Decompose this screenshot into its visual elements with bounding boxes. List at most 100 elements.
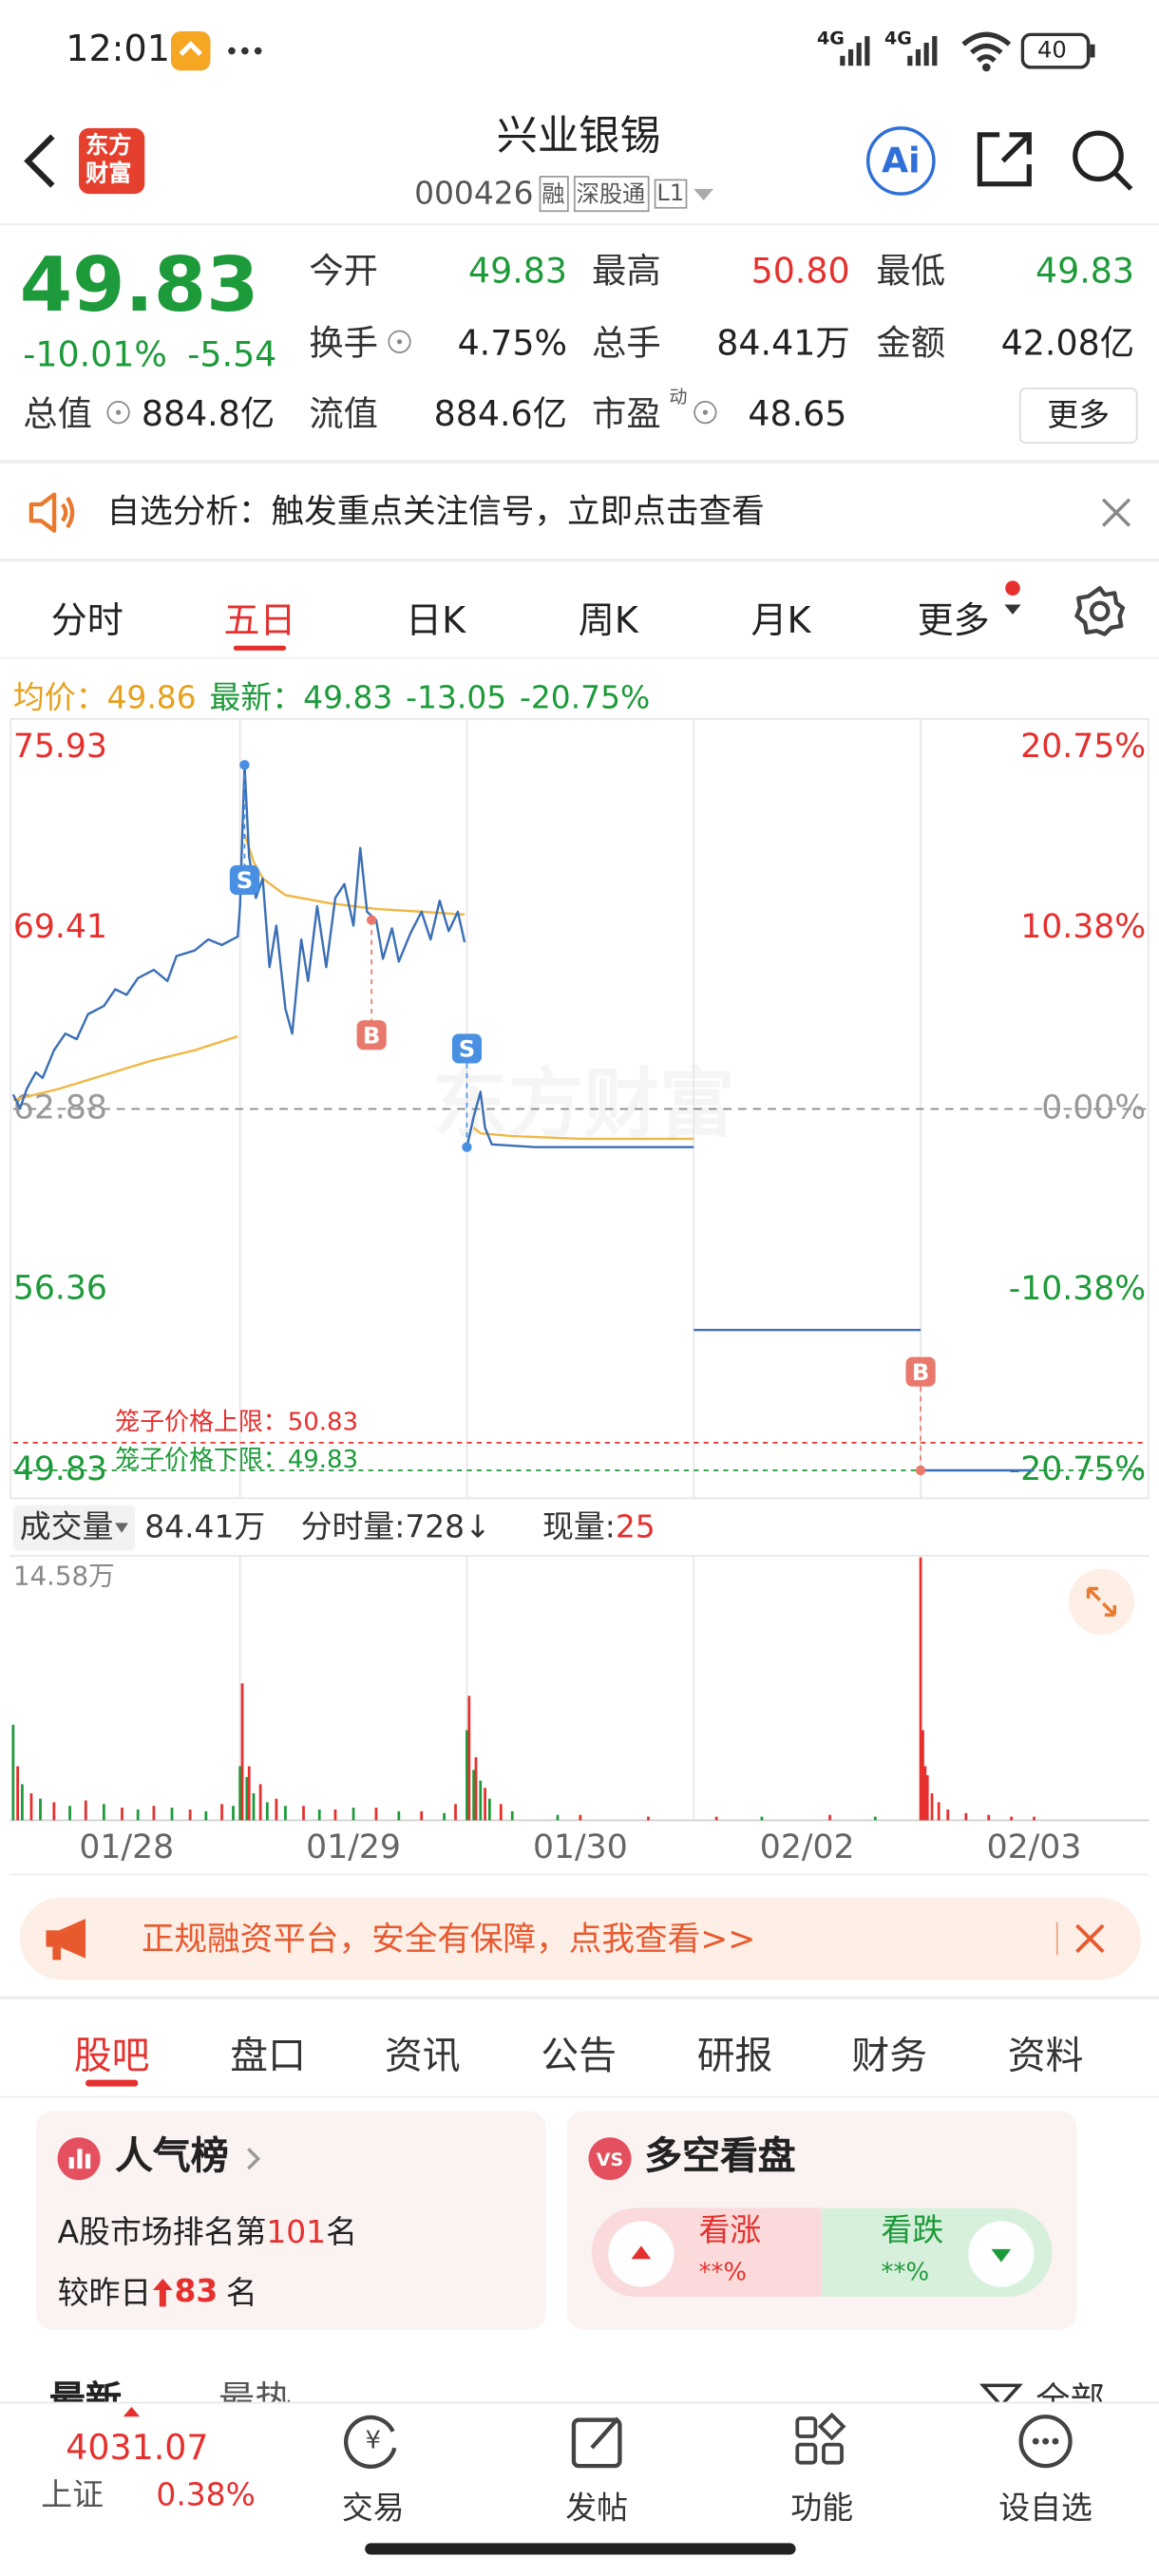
promo-banner[interactable] [19, 1897, 1141, 1980]
volume-bar [352, 1808, 355, 1821]
section-tab[interactable]: 研报 [696, 2035, 773, 2078]
marker-badge [356, 1020, 387, 1051]
section-tab[interactable]: 财务 [851, 2035, 928, 2078]
index-change[interactable]: 0.38% [156, 2477, 256, 2514]
nav-icon: ¥ [344, 2415, 397, 2469]
section-tab[interactable]: 盘口 [230, 2035, 306, 2078]
volume-header-item: 成交量 [20, 1507, 114, 1544]
volume-bar [52, 1802, 56, 1821]
more-button[interactable]: 更多 [1018, 388, 1138, 444]
period-tab[interactable]: 周K [578, 601, 638, 643]
network: 4G [884, 28, 912, 49]
info-icon[interactable] [693, 399, 719, 426]
volume-bar [474, 1756, 478, 1821]
volume-bar [930, 1792, 934, 1821]
close-button[interactable] [1053, 1919, 1118, 1959]
volume-bar [922, 1730, 924, 1821]
marker-label: B [912, 1359, 929, 1386]
volume-bar [987, 1814, 991, 1821]
card-icon: VS [588, 2137, 632, 2181]
volume-header-item: 84.41万 [144, 1507, 265, 1544]
price: 49.83 [19, 239, 259, 329]
y2-tick-label: 0.00% [1041, 1089, 1146, 1127]
settings-button[interactable] [1072, 583, 1128, 639]
volume-bar [579, 1814, 582, 1821]
alert-text[interactable]: 自选分析：触发重点关注信号，立即点击查看 [106, 491, 765, 531]
period-tab[interactable]: 日K [406, 601, 466, 643]
back-button[interactable] [20, 131, 63, 190]
volume-bar [714, 1816, 718, 1821]
nav-item[interactable]: 发帖 [565, 2491, 629, 2528]
expand-button[interactable] [1068, 1568, 1135, 1635]
volume-bar [647, 1816, 650, 1821]
svg-text:¥: ¥ [366, 2427, 382, 2455]
section-tab[interactable]: 公告 [541, 2035, 617, 2078]
period-tab-active[interactable]: 五日 [223, 601, 296, 643]
y-tick-label: 62.88 [13, 1089, 107, 1127]
svg-text:VS: VS [597, 2150, 623, 2170]
field-value: 84.41万 [716, 323, 850, 364]
bear-icon [968, 2221, 1035, 2287]
card-title: 人气榜 [115, 2135, 229, 2179]
summary-item: 49.83 [303, 680, 393, 717]
tab-underline [233, 645, 287, 651]
popularity-card[interactable] [36, 2111, 546, 2330]
volume-bar [466, 1730, 468, 1821]
battery-level: 40 [1036, 37, 1067, 65]
volume-selector[interactable] [12, 1505, 135, 1551]
x-tick-label: 01/30 [533, 1828, 628, 1866]
section-tab-active[interactable]: 股吧 [73, 2035, 150, 2078]
period-tab[interactable]: 月K [750, 601, 811, 643]
volume-bar [923, 1766, 927, 1821]
volume-bar [828, 1814, 831, 1821]
close-button[interactable] [1100, 496, 1133, 529]
megaphone-icon [46, 1919, 86, 1960]
ai-button[interactable]: Ai [865, 126, 936, 196]
volume-bar [760, 1816, 764, 1821]
volume-bar [397, 1810, 401, 1821]
nav-item[interactable]: 设自选 [998, 2491, 1092, 2528]
field-label: 最低 [876, 251, 946, 292]
signal-icons [840, 36, 938, 66]
bull-pct: **% [698, 2257, 748, 2287]
bear-pct: **% [881, 2257, 930, 2287]
volume-bar [937, 1802, 940, 1821]
period-tab[interactable]: 分时 [50, 601, 124, 643]
nav-icon [571, 2416, 622, 2469]
volume-bar [454, 1804, 457, 1821]
divider [0, 2095, 1159, 2098]
marker-dot [239, 760, 250, 770]
volume-bar [245, 1776, 249, 1821]
volume-bar [317, 1809, 321, 1821]
field-sup: 动 [669, 386, 688, 407]
share-button[interactable] [973, 128, 1036, 191]
nav-item[interactable]: 交易 [341, 2491, 405, 2528]
section-tab[interactable]: 资料 [1007, 2035, 1084, 2078]
volume-bar [220, 1804, 223, 1821]
index-value[interactable]: 4031.07 [66, 2428, 209, 2468]
marker-dot [915, 1465, 926, 1476]
info-icon[interactable] [105, 399, 132, 426]
dropdown[interactable] [693, 185, 715, 201]
search-button[interactable] [1071, 128, 1136, 194]
volume-bar [1033, 1816, 1036, 1821]
dropdown [115, 1523, 128, 1533]
nav-item[interactable]: 功能 [790, 2491, 854, 2528]
marker-badge [451, 1033, 483, 1064]
index-name[interactable]: 上证 [41, 2477, 104, 2514]
field-label: 换手 [309, 323, 379, 364]
card-icon [57, 2137, 101, 2181]
chart-summary: 均价：49.86 最新：49.83 -13.05 -20.75% [13, 673, 650, 718]
volume-bar [121, 1808, 124, 1821]
change-pct: -10.01% [23, 334, 167, 375]
info-icon[interactable] [387, 329, 413, 355]
promo-text[interactable]: 正规融资平台，安全有保障，点我查看>> [141, 1919, 756, 1959]
marker-badge [905, 1356, 936, 1387]
network: 4G [817, 28, 845, 49]
volume-bar [284, 1806, 287, 1821]
volume-bar [258, 1784, 262, 1821]
section-tab[interactable]: 资讯 [384, 2035, 461, 2078]
nav-icon [1018, 2415, 1073, 2469]
marker-dot [366, 915, 377, 925]
period-tab[interactable]: 更多 [917, 601, 990, 643]
